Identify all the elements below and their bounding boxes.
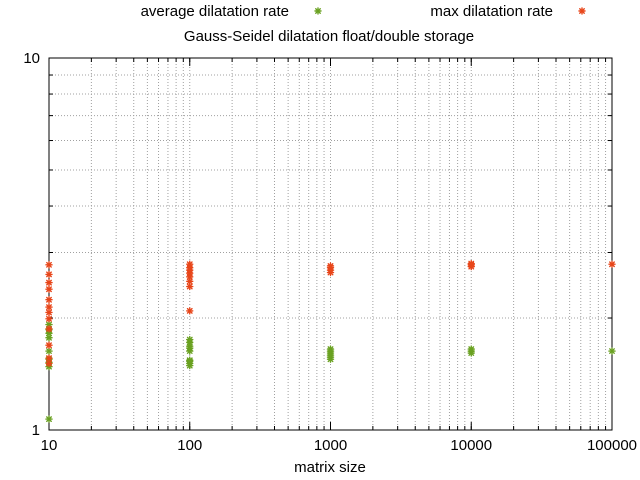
average-rate-point — [608, 347, 616, 355]
legend-star-max — [578, 7, 586, 15]
max-rate-point — [45, 270, 53, 279]
max-rate-point — [326, 262, 335, 270]
max-rate-point — [186, 260, 194, 268]
legend-marker-max — [578, 7, 586, 15]
average-rate-point — [45, 347, 53, 355]
max-rate-point — [45, 261, 53, 269]
x-tick-label: 100 — [177, 437, 202, 454]
max-rate-point — [186, 277, 194, 286]
average-rate-point — [467, 345, 475, 353]
x-tick-label: 10000 — [450, 437, 492, 454]
y-tick-label: 1 — [32, 422, 40, 439]
average-rate-point — [45, 320, 53, 329]
max-rate-point — [608, 260, 616, 268]
x-axis-label: matrix size — [294, 459, 366, 476]
legend-label-average: average dilatation rate — [141, 3, 289, 20]
chart-title: Gauss-Seidel dilatation float/double sto… — [184, 28, 474, 45]
grid — [49, 58, 612, 430]
x-tick-label: 100000 — [587, 437, 637, 454]
max-rate-point — [45, 278, 53, 287]
average-rate-point — [45, 415, 53, 423]
y-tick-label: 10 — [23, 50, 40, 67]
x-tick-label: 10 — [41, 437, 58, 454]
max-rate-point — [45, 285, 53, 293]
max-rate-point — [45, 315, 53, 323]
legend-marker-average — [314, 7, 322, 15]
max-rate-point — [45, 341, 53, 349]
average-rate-point — [186, 335, 194, 344]
max-rate-point — [467, 259, 475, 268]
max-rate-point — [186, 307, 194, 315]
max-rate-point — [45, 296, 53, 304]
legend: average dilatation rate max dilatation r… — [141, 3, 586, 20]
legend-star-average — [314, 7, 322, 15]
average-rate-point — [326, 345, 335, 353]
average-rate-point — [186, 356, 194, 364]
data-points — [45, 259, 616, 423]
x-tick-label: 1000 — [314, 437, 347, 454]
max-rate-point — [45, 354, 53, 362]
max-rate-point — [45, 325, 53, 333]
max-rate-point — [45, 303, 53, 311]
legend-label-max: max dilatation rate — [430, 3, 553, 20]
